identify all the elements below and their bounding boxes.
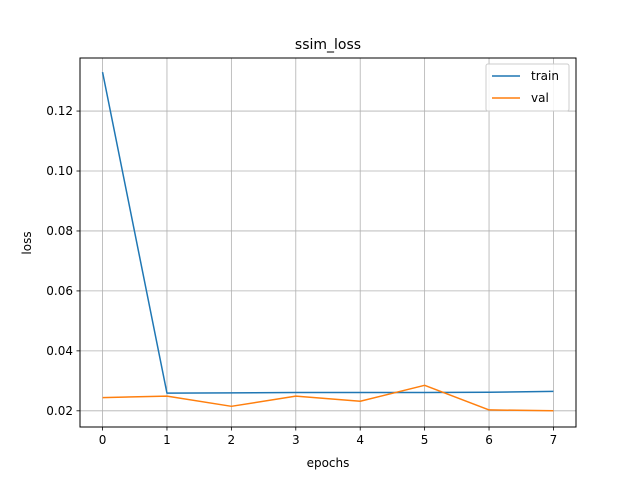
y-axis: 0.02 0.04 0.06 0.08 0.10 0.12 — [46, 104, 80, 418]
plot-frame — [79, 57, 577, 428]
x-tick-label: 7 — [550, 433, 558, 447]
y-tick-label: 0.08 — [46, 224, 73, 238]
x-tick-label: 4 — [356, 433, 364, 447]
y-tick-label: 0.10 — [46, 164, 73, 178]
legend: train val — [485, 63, 570, 112]
series-line-train — [101, 71, 554, 394]
x-tick-label: 3 — [292, 433, 300, 447]
x-tick-label: 2 — [228, 433, 236, 447]
x-tick-label: 5 — [421, 433, 429, 447]
series-line-val — [102, 384, 554, 412]
grid-lines — [80, 58, 576, 427]
x-tick-label: 1 — [163, 433, 171, 447]
y-axis-label: loss — [20, 231, 34, 254]
y-tick-label: 0.12 — [46, 104, 73, 118]
legend-label-val: val — [531, 91, 549, 105]
x-tick-label: 6 — [485, 433, 493, 447]
chart-title: ssim_loss — [295, 37, 361, 53]
y-tick-label: 0.06 — [46, 284, 73, 298]
x-axis-label: epochs — [307, 456, 350, 470]
y-tick-label: 0.02 — [46, 404, 73, 418]
series-lines — [101, 71, 554, 412]
x-tick-label: 0 — [99, 433, 107, 447]
legend-label-train: train — [531, 69, 559, 83]
y-tick-label: 0.04 — [46, 344, 73, 358]
x-axis: 0 1 2 3 4 5 6 7 — [99, 427, 558, 447]
